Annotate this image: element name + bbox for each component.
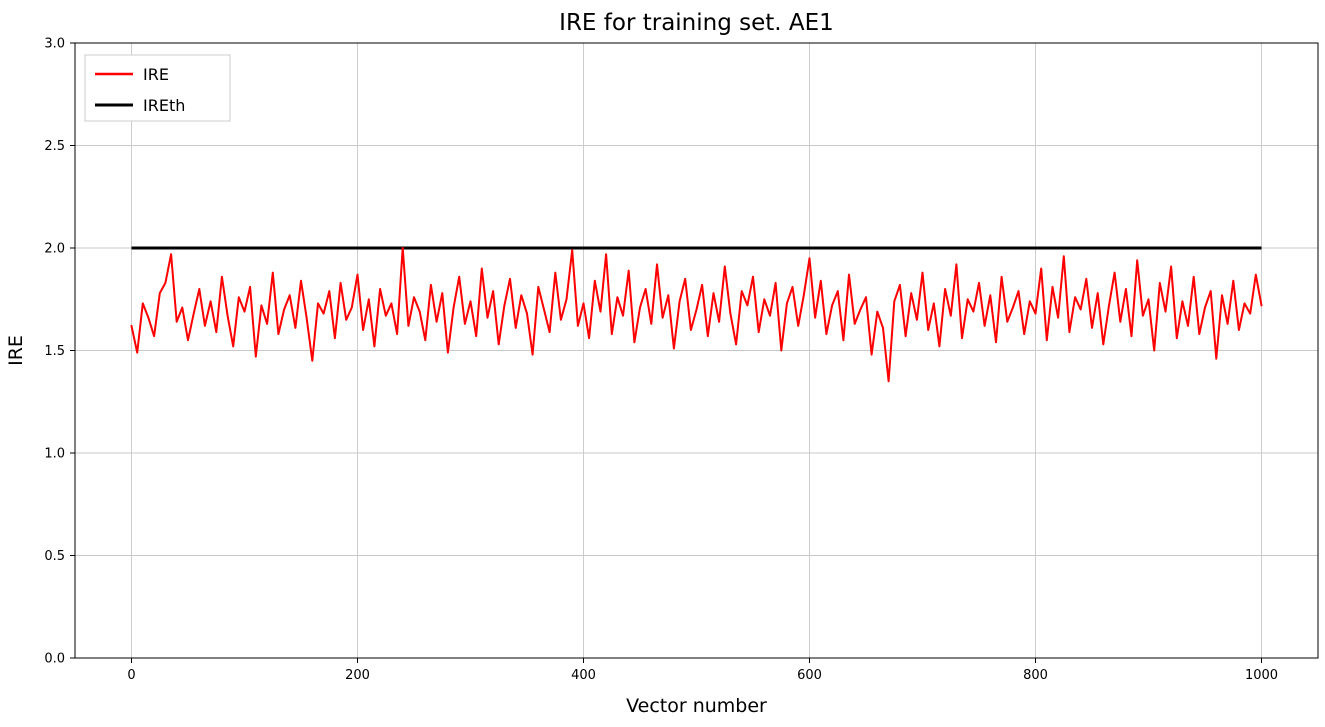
svg-text:0.0: 0.0 bbox=[44, 652, 65, 667]
svg-text:2.0: 2.0 bbox=[44, 242, 65, 257]
chart-title: IRE for training set. AE1 bbox=[559, 10, 834, 36]
svg-text:200: 200 bbox=[345, 668, 370, 683]
svg-text:3.0: 3.0 bbox=[44, 37, 65, 52]
svg-text:600: 600 bbox=[797, 668, 822, 683]
svg-text:2.5: 2.5 bbox=[44, 139, 65, 154]
legend-box bbox=[84, 54, 231, 122]
svg-text:0.5: 0.5 bbox=[44, 549, 65, 564]
svg-text:1.0: 1.0 bbox=[44, 447, 65, 462]
y-axis-ticks: 0.0 0.5 1.0 1.5 2.0 2.5 3.0 bbox=[44, 37, 75, 667]
x-axis-ticks: 0 200 400 600 800 1000 bbox=[127, 658, 1278, 683]
legend-ire-label: IRE bbox=[143, 65, 169, 84]
svg-text:800: 800 bbox=[1023, 668, 1048, 683]
svg-text:0: 0 bbox=[127, 668, 135, 683]
svg-text:1000: 1000 bbox=[1245, 668, 1278, 683]
legend: IRE IREth bbox=[84, 54, 231, 122]
svg-text:1.5: 1.5 bbox=[44, 344, 65, 359]
y-axis-label: IRE bbox=[5, 335, 27, 366]
legend-ireth-label: IREth bbox=[143, 96, 185, 115]
ire-series-line bbox=[130, 247, 1263, 383]
svg-text:400: 400 bbox=[571, 668, 596, 683]
grid-lines bbox=[75, 42, 1318, 659]
x-axis-label: Vector number bbox=[626, 695, 767, 717]
